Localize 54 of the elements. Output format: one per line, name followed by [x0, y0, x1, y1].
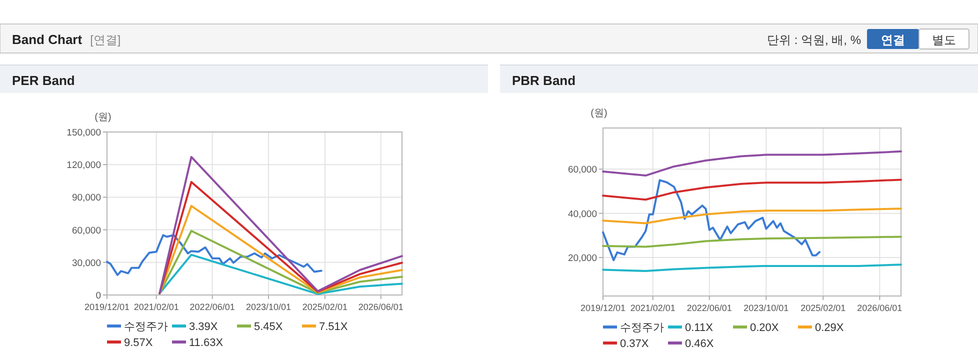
legend-label: 0.29X: [815, 322, 844, 334]
y-tick-label: 20,000: [568, 253, 597, 264]
x-tick-label: 2021/02/01: [630, 303, 676, 313]
line-series: [602, 208, 902, 224]
legend-label: 수정주가: [620, 322, 664, 334]
y-tick-label: 40,000: [568, 208, 597, 220]
text: Band Chart: [12, 32, 83, 47]
y-tick-label: 120,000: [66, 160, 101, 172]
x-tick-label: 2019/12/01: [580, 303, 626, 313]
x-tick-label: 2022/06/01: [686, 303, 732, 313]
y-tick-label: 60,000: [568, 164, 597, 176]
line-series: [602, 236, 902, 248]
line-series: [158, 204, 403, 294]
line-series: [106, 234, 322, 276]
chart-title: PER Band: [12, 73, 75, 88]
x-tick-label: 2026/06/01: [857, 303, 902, 313]
line-series: [602, 179, 821, 262]
text: 연결: [881, 33, 905, 47]
chart-title: PBR Band: [512, 73, 576, 88]
x-tick-label: 2022/06/01: [190, 302, 235, 312]
x-tick-label: 2019/12/01: [84, 302, 130, 312]
legend-label: 0.46X: [685, 338, 714, 350]
line-series: [158, 230, 403, 294]
y-tick-label: 0: [96, 290, 101, 302]
y-tick-label: 60,000: [72, 225, 101, 236]
legend-label: 0.37X: [620, 338, 650, 350]
y-tick-label: 150,000: [66, 128, 101, 138]
x-tick-label: 2023/10/01: [744, 303, 789, 313]
line-series: [158, 180, 403, 294]
x-tick-label: 2026/06/01: [358, 302, 404, 312]
legend-label: 0.11X: [685, 322, 714, 334]
y-axis-title: (원): [590, 108, 608, 119]
x-tick-label: 2025/02/01: [302, 302, 348, 312]
legend-label: 0.20X: [750, 322, 780, 334]
y-tick-label: 90,000: [72, 192, 101, 204]
legend-label: 9.57X: [124, 337, 154, 349]
text: 별도: [932, 33, 956, 47]
x-tick-label: 2025/02/01: [800, 303, 846, 313]
line-series: [602, 178, 902, 201]
line-series: [602, 150, 902, 177]
text: [연결]: [90, 33, 121, 47]
x-tick-label: 2023/10/01: [246, 302, 292, 312]
legend-label: 수정주가: [124, 321, 168, 333]
legend-label: 3.39X: [189, 321, 218, 333]
y-axis-title: (원): [94, 112, 112, 123]
line-series: [602, 264, 902, 272]
line-series: [158, 156, 403, 294]
text: 단위 : 억원, 배, %: [766, 33, 862, 47]
legend-label: 5.45X: [254, 321, 284, 333]
y-tick-label: 30,000: [72, 258, 101, 269]
x-tick-label: 2021/02/01: [134, 302, 179, 312]
legend-label: 11.63X: [189, 337, 224, 349]
legend-label: 7.51X: [319, 321, 348, 333]
line-series: [158, 254, 403, 295]
